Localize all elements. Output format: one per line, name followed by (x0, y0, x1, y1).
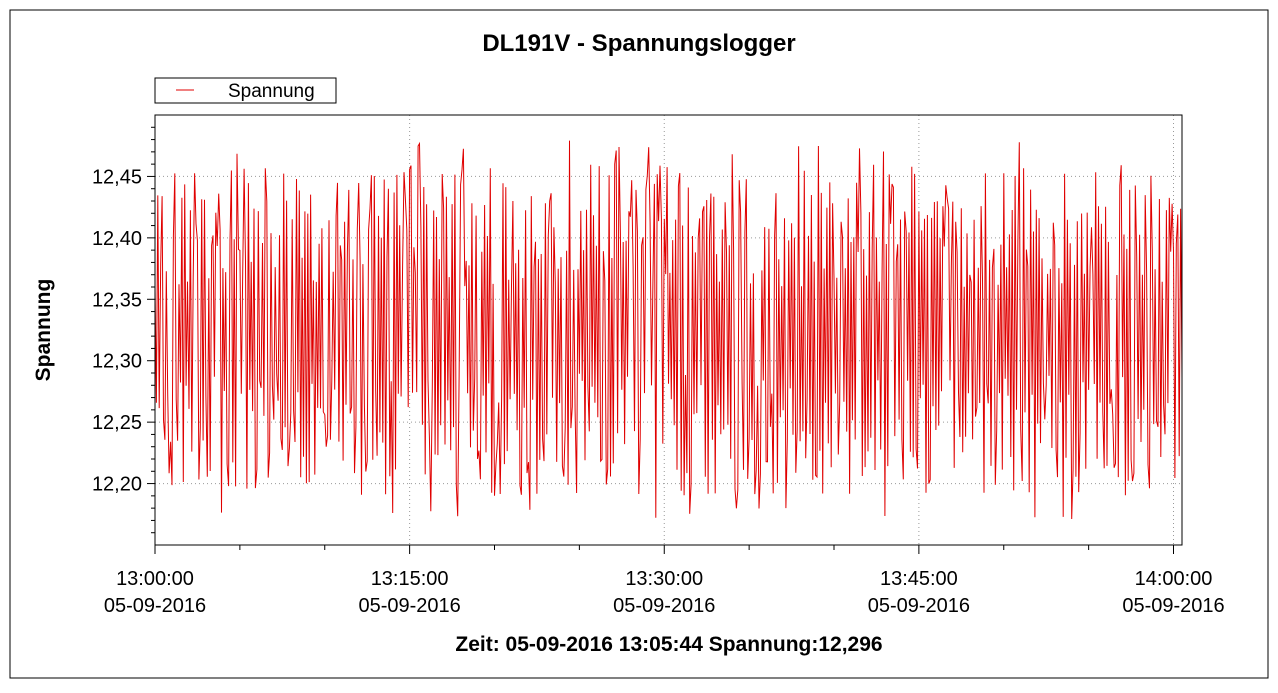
x-tick-date: 05-09-2016 (868, 595, 970, 617)
x-tick-time: 13:30:00 (625, 568, 703, 590)
series-line-spannung (154, 140, 1183, 520)
y-tick-label: 12,40 (92, 228, 142, 250)
x-tick-date: 05-09-2016 (1122, 595, 1224, 617)
x-tick-date: 05-09-2016 (613, 595, 715, 617)
x-tick-time: 13:45:00 (880, 568, 958, 590)
x-tick-date: 05-09-2016 (358, 595, 460, 617)
plot-area-frame (154, 114, 1183, 546)
y-axis-label: Spannung (32, 279, 55, 382)
x-tick-time: 14:00:00 (1135, 568, 1213, 590)
x-tick-date: 05-09-2016 (104, 595, 206, 617)
y-tick-label: 12,35 (92, 289, 142, 311)
series-spannung[interactable] (154, 140, 1183, 520)
legend[interactable]: Spannung (154, 77, 337, 104)
y-tick-label: 12,20 (92, 474, 142, 496)
legend-label-spannung: Spannung (228, 81, 315, 102)
x-tick-time: 13:00:00 (116, 568, 194, 590)
y-tick-label: 12,45 (92, 166, 142, 188)
chart-title: DL191V - Spannungslogger (482, 30, 795, 57)
y-tick-label: 12,25 (92, 412, 142, 434)
cursor-status: Zeit: 05-09-2016 13:05:44 Spannung:12,29… (455, 633, 882, 656)
x-axis: 13:00:00 05-09-2016 13:15:00 05-09-2016 13:3… (104, 545, 1225, 617)
y-tick-label: 12,30 (92, 351, 142, 373)
y-axis: 12,20 12,25 12,30 12,35 12,40 12,45 (92, 126, 155, 534)
x-tick-time: 13:15:00 (371, 568, 449, 590)
